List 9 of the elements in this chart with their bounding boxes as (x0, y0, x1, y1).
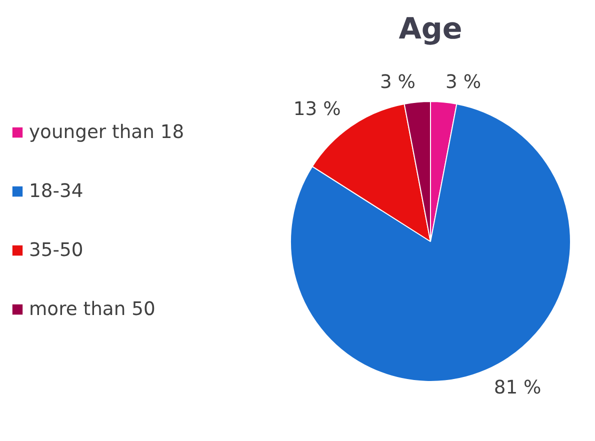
data-label: 3 % (380, 72, 416, 94)
data-label: 13 % (293, 99, 341, 120)
legend-label: 18-34 (29, 180, 84, 202)
legend-label: more than 50 (29, 298, 156, 320)
data-label: 81 % (494, 377, 542, 398)
data-label: 3 % (446, 72, 482, 94)
legend-label: younger than 18 (29, 122, 184, 142)
chart-title: Age (398, 12, 462, 46)
legend-label: 35-50 (29, 240, 84, 260)
